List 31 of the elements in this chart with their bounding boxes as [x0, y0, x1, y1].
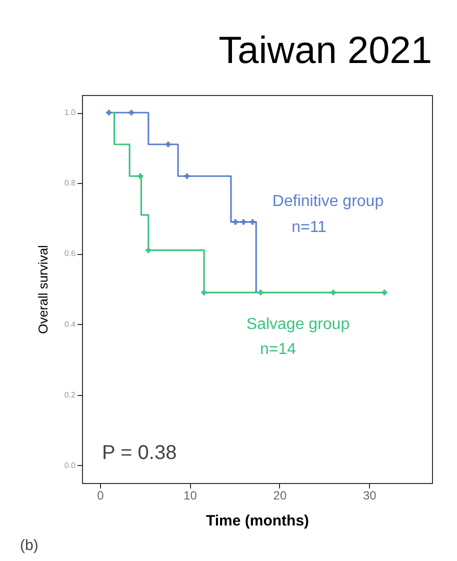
- series-label: Definitive group: [272, 193, 384, 210]
- y-tick-label: 0.2: [64, 390, 76, 400]
- annotation: P = 0.38: [102, 442, 177, 464]
- point: [330, 290, 336, 296]
- point: [201, 290, 207, 296]
- x-axis-title: Time (months): [206, 512, 310, 530]
- y-tick-label: 0.4: [64, 320, 76, 329]
- y-axis-title: Overall survival: [35, 244, 50, 334]
- x-tick-label: 10: [184, 488, 198, 502]
- point: [146, 247, 152, 253]
- point: [128, 110, 134, 116]
- x-tick-label: 20: [273, 488, 287, 502]
- chart-title: Taiwan 2021: [218, 30, 432, 72]
- y-tick-label: 0.0: [64, 460, 76, 470]
- y-tick-label: 0.8: [64, 178, 76, 188]
- series-label: Salvage group: [246, 316, 350, 333]
- y-tick-label: 1.0: [64, 108, 76, 118]
- x-tick-label: 0: [97, 488, 104, 502]
- x-tick-label: 30: [363, 488, 377, 502]
- y-tick-label: 0.6: [64, 249, 76, 258]
- point: [250, 219, 256, 225]
- point: [232, 219, 238, 225]
- annotation: n=11: [292, 219, 327, 236]
- point: [240, 219, 246, 225]
- point: [106, 110, 112, 116]
- point: [138, 173, 144, 179]
- point: [258, 290, 264, 296]
- text: (b): [20, 537, 38, 554]
- annotation: n=14: [260, 341, 296, 358]
- point: [382, 290, 388, 296]
- point: [165, 142, 171, 148]
